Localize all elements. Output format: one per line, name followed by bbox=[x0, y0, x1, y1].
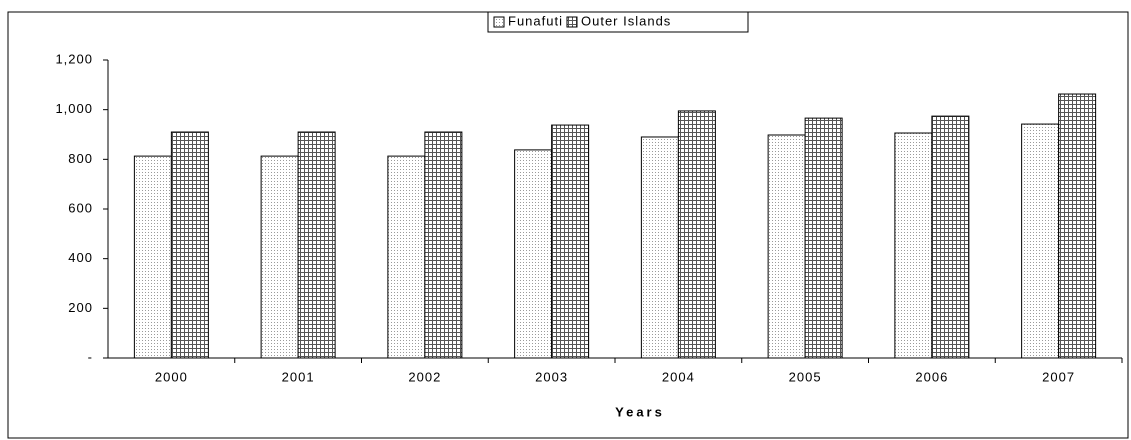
x-axis-label: Years bbox=[615, 404, 665, 419]
legend-label: Outer Islands bbox=[581, 13, 671, 28]
x-tick-label: 2006 bbox=[915, 369, 948, 384]
bar bbox=[677, 110, 716, 359]
x-tick-label: 2003 bbox=[535, 369, 568, 384]
bar bbox=[1021, 123, 1060, 359]
x-tick-label: 2005 bbox=[789, 369, 822, 384]
bar bbox=[804, 117, 843, 359]
bar bbox=[297, 131, 336, 359]
y-tick-label: 1,200 bbox=[55, 51, 93, 66]
legend-frame bbox=[487, 11, 749, 33]
legend-swatch bbox=[493, 16, 505, 28]
y-tick-label: 400 bbox=[68, 250, 93, 265]
bar bbox=[424, 131, 463, 359]
bar bbox=[133, 155, 172, 359]
bar bbox=[260, 155, 299, 359]
bar bbox=[387, 155, 426, 359]
legend-label: Funafuti bbox=[508, 13, 563, 28]
bar bbox=[551, 124, 590, 359]
bar bbox=[767, 134, 806, 359]
x-tick-label: 2007 bbox=[1042, 369, 1075, 384]
bar bbox=[931, 115, 970, 359]
y-tick-label: 600 bbox=[68, 200, 93, 215]
y-tick-label: - bbox=[88, 349, 93, 364]
y-tick-label: 1,000 bbox=[55, 101, 93, 116]
bar bbox=[170, 131, 209, 359]
x-tick-label: 2004 bbox=[662, 369, 695, 384]
bar bbox=[1058, 93, 1097, 359]
bar bbox=[640, 136, 679, 359]
x-tick-label: 2000 bbox=[155, 369, 188, 384]
y-tick-label: 800 bbox=[68, 151, 93, 166]
x-tick-label: 2002 bbox=[408, 369, 441, 384]
legend-swatch bbox=[566, 16, 578, 28]
y-tick-label: 200 bbox=[68, 300, 93, 315]
bar bbox=[894, 132, 933, 359]
bar bbox=[514, 149, 553, 359]
x-tick-label: 2001 bbox=[282, 369, 315, 384]
